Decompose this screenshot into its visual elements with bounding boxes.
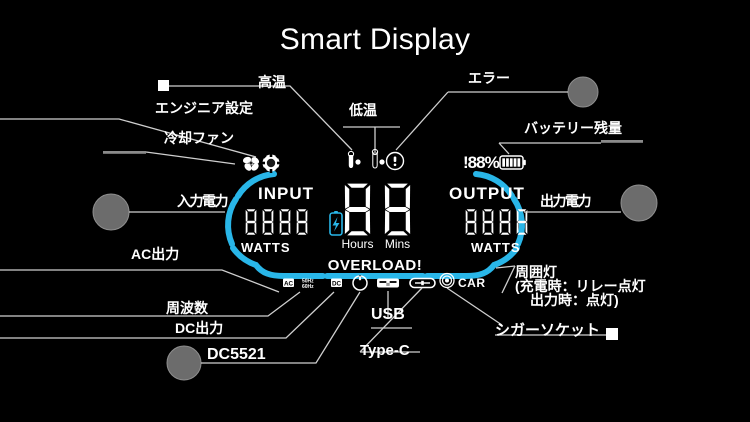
svg-text:60Hz: 60Hz: [302, 284, 314, 290]
svg-text:DC: DC: [332, 281, 342, 288]
svg-text:AC: AC: [284, 281, 294, 288]
